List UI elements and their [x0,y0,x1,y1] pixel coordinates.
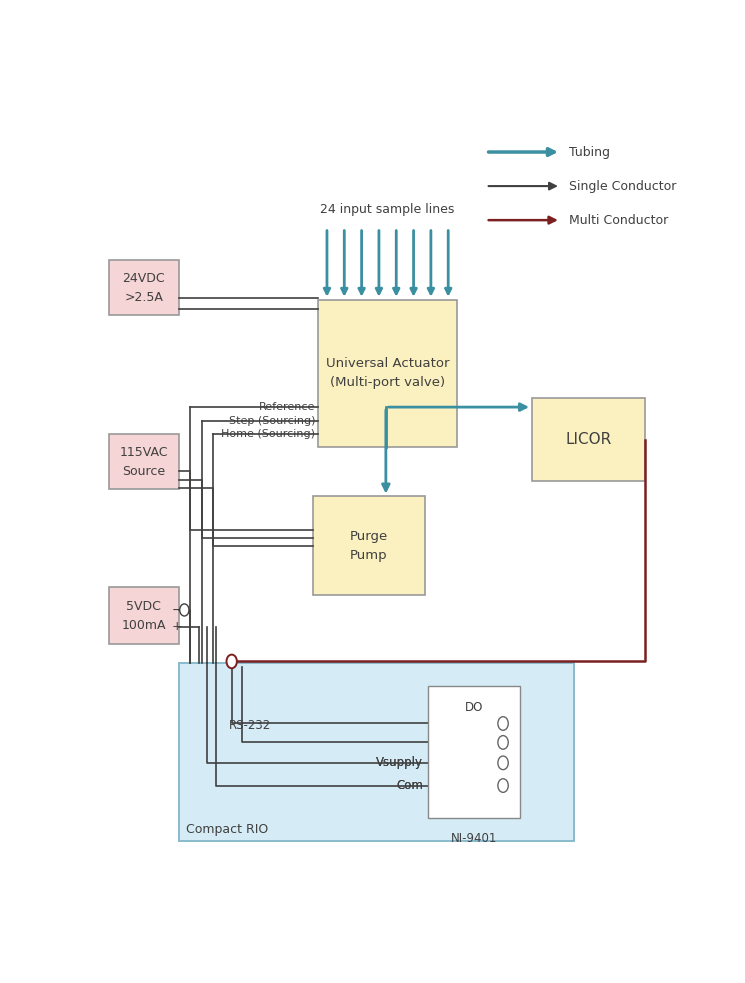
Text: Purge
Pump: Purge Pump [349,530,388,561]
Text: Vsupply: Vsupply [376,756,423,770]
Bar [532,398,644,482]
Text: 115VAC
Source: 115VAC Source [120,445,168,478]
Bar [318,300,457,447]
Text: Universal Actuator
(Multi-port valve): Universal Actuator (Multi-port valve) [326,358,449,389]
Text: 5VDC
100mA: 5VDC 100mA [121,600,166,632]
Bar [110,434,179,489]
Text: Tubing: Tubing [569,145,610,158]
Text: Single Conductor: Single Conductor [569,180,677,193]
Text: 24VDC
>2.5A: 24VDC >2.5A [123,271,165,304]
Circle shape [498,756,508,770]
Circle shape [498,735,508,749]
Bar [110,260,179,315]
Text: DO: DO [465,701,484,714]
Text: LICOR: LICOR [565,433,612,447]
Bar [179,663,574,840]
Text: Com: Com [396,780,423,792]
Text: +: + [172,620,183,633]
Bar [428,686,520,818]
Circle shape [498,779,508,792]
Text: Home (Sourcing): Home (Sourcing) [221,430,315,439]
Circle shape [180,604,189,616]
Circle shape [498,717,508,730]
Text: Compact RIO: Compact RIO [186,823,267,836]
Bar [313,496,425,595]
Text: Step (Sourcing): Step (Sourcing) [229,416,315,426]
Text: −: − [172,604,183,616]
Text: Reference: Reference [259,402,315,412]
Text: Vsupply: Vsupply [376,756,423,770]
Bar [110,587,179,644]
Circle shape [226,655,237,668]
Text: NI-9401: NI-9401 [451,832,498,844]
Text: RS-232: RS-232 [229,720,271,732]
Text: Multi Conductor: Multi Conductor [569,213,669,227]
Text: Com: Com [396,780,423,792]
Text: 24 input sample lines: 24 input sample lines [320,203,454,216]
